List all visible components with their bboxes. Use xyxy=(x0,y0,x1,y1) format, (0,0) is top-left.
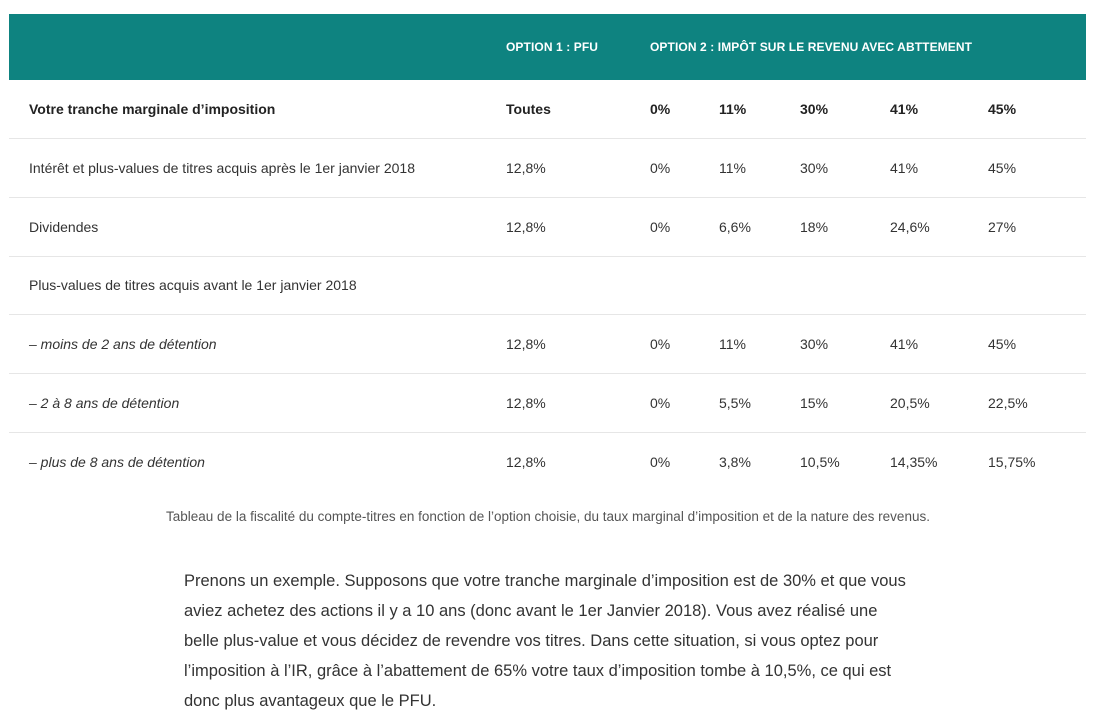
cell-rate-41: 14,35% xyxy=(890,453,938,470)
table-row-tranche: Votre tranche marginale d’imposition Tou… xyxy=(9,80,1087,139)
cell-pfu: 12,8% xyxy=(506,394,546,411)
cell-rate-45: 45% xyxy=(988,336,1017,353)
cell-rate-0: 0% xyxy=(650,453,671,470)
header-cell-label xyxy=(9,14,506,80)
row-label: – moins de 2 ans de détention xyxy=(29,336,217,353)
cell-rate-30 xyxy=(800,256,890,315)
row-label: – 2 à 8 ans de détention xyxy=(29,394,180,411)
cell-rate-45: 22,5% xyxy=(988,394,1028,411)
cell-rate-0 xyxy=(650,256,719,315)
cell-rate-0: 0% xyxy=(650,336,671,353)
cell-rate-11: 6,6% xyxy=(719,218,751,235)
row-label: Plus-values de titres acquis avant le 1e… xyxy=(29,277,357,294)
table-row-interets: Intérêt et plus-values de titres acquis … xyxy=(9,139,1087,198)
row-label: – plus de 8 ans de détention xyxy=(29,453,205,470)
table-row-moins-2-ans: – moins de 2 ans de détention 12,8% 0% 1… xyxy=(9,315,1087,374)
cell-pfu: 12,8% xyxy=(506,160,546,177)
cell-rate-45: 45% xyxy=(988,160,1017,177)
cell-pfu: 12,8% xyxy=(506,336,546,353)
table-row-plus-values-avant: Plus-values de titres acquis avant le 1e… xyxy=(9,256,1087,315)
table-row-dividendes: Dividendes 12,8% 0% 6,6% 18% 24,6% 27% xyxy=(9,197,1087,257)
row-label: Votre tranche marginale d’imposition xyxy=(29,101,276,118)
cell-rate-11: 11% xyxy=(719,336,746,353)
cell-rate-0: 0% xyxy=(650,101,671,118)
cell-rate-30: 30% xyxy=(800,101,829,118)
cell-rate-0: 0% xyxy=(650,160,671,177)
cell-rate-0: 0% xyxy=(650,394,671,411)
cell-rate-41: 20,5% xyxy=(890,394,930,411)
table-row-plus-8-ans: – plus de 8 ans de détention 12,8% 0% 3,… xyxy=(9,432,1086,491)
cell-rate-11 xyxy=(719,256,800,315)
cell-rate-45 xyxy=(988,256,1086,315)
cell-rate-0: 0% xyxy=(650,218,671,235)
example-paragraph: Prenons un exemple. Supposons que votre … xyxy=(184,572,906,710)
cell-rate-30: 30% xyxy=(800,160,829,177)
table-row-2-a-8-ans: – 2 à 8 ans de détention 12,8% 0% 5,5% 1… xyxy=(9,373,1087,433)
cell-pfu: Toutes xyxy=(506,101,551,118)
row-label: Dividendes xyxy=(29,218,99,235)
cell-rate-45: 45% xyxy=(988,101,1017,118)
row-label: Intérêt et plus-values de titres acquis … xyxy=(29,160,415,177)
header-option-pfu: OPTION 1 : PFU xyxy=(506,40,599,54)
cell-rate-41 xyxy=(890,256,988,315)
cell-rate-41: 41% xyxy=(890,336,919,353)
cell-rate-30: 18% xyxy=(800,218,829,235)
taxation-table: OPTION 1 : PFU OPTION 2 : IMPÔT SUR LE R… xyxy=(9,14,1087,491)
cell-rate-11: 11% xyxy=(719,160,746,177)
cell-rate-30: 15% xyxy=(800,394,829,411)
cell-rate-45: 15,75% xyxy=(988,453,1036,470)
cell-rate-30: 30% xyxy=(800,336,829,353)
table-caption: Tableau de la fiscalité du compte-titres… xyxy=(166,509,930,524)
cell-rate-30: 10,5% xyxy=(800,453,840,470)
cell-rate-41: 41% xyxy=(890,101,919,118)
cell-pfu: 12,8% xyxy=(506,218,546,235)
cell-rate-11: 5,5% xyxy=(719,394,751,411)
cell-rate-41: 41% xyxy=(890,160,919,177)
cell-rate-11: 3,8% xyxy=(719,453,751,470)
cell-rate-45: 27% xyxy=(988,218,1017,235)
cell-rate-41: 24,6% xyxy=(890,218,930,235)
cell-rate-11: 11% xyxy=(719,101,747,118)
cell-pfu: 12,8% xyxy=(506,453,546,470)
header-option-ir: OPTION 2 : IMPÔT SUR LE REVENU AVEC ABTT… xyxy=(650,40,973,54)
table-header-row: OPTION 1 : PFU OPTION 2 : IMPÔT SUR LE R… xyxy=(9,14,1087,80)
cell-pfu xyxy=(506,256,650,315)
taxation-table-container: OPTION 1 : PFU OPTION 2 : IMPÔT SUR LE R… xyxy=(9,14,1087,491)
